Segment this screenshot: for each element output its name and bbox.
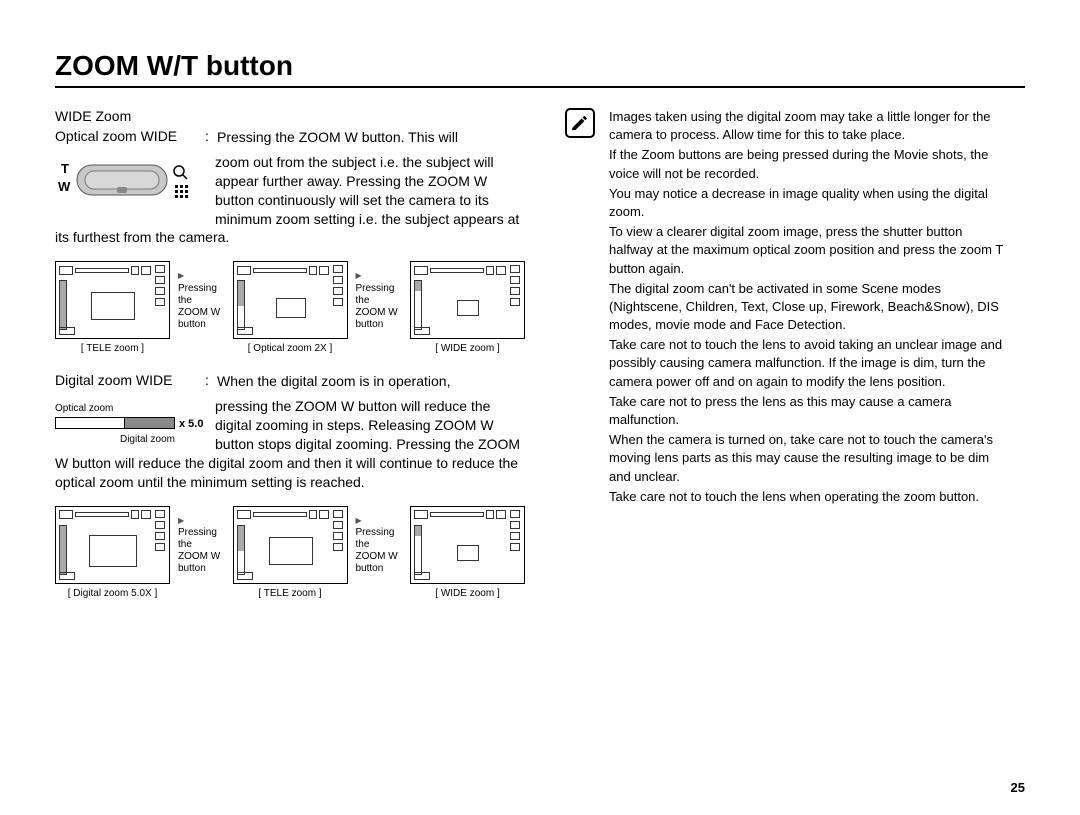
page-number: 25 (1011, 780, 1025, 795)
colon: : (205, 128, 217, 144)
caption-digital-5x: [ Digital zoom 5.0X ] (55, 588, 170, 599)
note-p6: Take care not to press the lens as this … (609, 393, 1005, 429)
note-p3: To view a clearer digital zoom image, pr… (609, 223, 1005, 278)
colon: : (205, 372, 217, 388)
screen-digital-5x: [ Digital zoom 5.0X ] (55, 506, 170, 599)
right-column: Images taken using the digital zoom may … (565, 108, 1005, 617)
caption-wide-2: [ WIDE zoom ] (410, 588, 525, 599)
caption-2x: [ Optical zoom 2X ] (233, 343, 348, 354)
zoom-wt-button-graphic: T W (55, 157, 195, 208)
wide-zoom-heading: WIDE Zoom (55, 108, 525, 124)
content-columns: WIDE Zoom Optical zoom WIDE : Pressing t… (55, 108, 1025, 617)
arrow-label-2: Pressing the ZOOM W button (356, 261, 403, 354)
note-block: Images taken using the digital zoom may … (565, 108, 1005, 508)
left-column: WIDE Zoom Optical zoom WIDE : Pressing t… (55, 108, 525, 617)
note-icon (565, 108, 595, 138)
optical-zoom-definition: Optical zoom WIDE : Pressing the ZOOM W … (55, 128, 525, 147)
digital-desc-first: When the digital zoom is in operation, (217, 372, 450, 391)
caption-tele: [ TELE zoom ] (55, 343, 170, 354)
screen-tele-2: [ TELE zoom ] (233, 506, 348, 599)
note-p0: Images taken using the digital zoom may … (609, 108, 1005, 144)
note-text: Images taken using the digital zoom may … (609, 108, 1005, 508)
note-p7: When the camera is turned on, take care … (609, 431, 1005, 486)
optical-screens-row: [ TELE zoom ] Pressing the ZOOM W button… (55, 261, 525, 354)
screen-wide: [ WIDE zoom ] (410, 261, 525, 354)
arrow-label-3: Pressing the ZOOM W button (178, 506, 225, 599)
zoom-bar-multiplier: x 5.0 (179, 418, 329, 430)
arrow-label-4: Pressing the ZOOM W button (356, 506, 403, 599)
digital-screens-row: [ Digital zoom 5.0X ] Pressing the ZOOM … (55, 506, 525, 599)
note-p4: The digital zoom can't be activated in s… (609, 280, 1005, 335)
screen-wide-2: [ WIDE zoom ] (410, 506, 525, 599)
screen-2x: [ Optical zoom 2X ] (233, 261, 348, 354)
zoom-bar-label-top: Optical zoom (55, 403, 205, 414)
zoom-bar-diagram: Optical zoom x 5.0 Digital zoom (55, 403, 205, 445)
t-label: T (61, 161, 69, 176)
optical-term: Optical zoom WIDE (55, 128, 205, 144)
digital-term: Digital zoom WIDE (55, 372, 205, 388)
zoom-bar-label-bottom: Digital zoom (55, 434, 175, 445)
w-label: W (58, 179, 71, 194)
caption-wide: [ WIDE zoom ] (410, 343, 525, 354)
note-p8: Take care not to touch the lens when ope… (609, 488, 1005, 506)
screen-tele: [ TELE zoom ] (55, 261, 170, 354)
optical-desc-first: Pressing the ZOOM W button. This will (217, 128, 458, 147)
arrow-label-1: Pressing the ZOOM W button (178, 261, 225, 354)
note-p5: Take care not to touch the lens to avoid… (609, 336, 1005, 391)
note-p1: If the Zoom buttons are being pressed du… (609, 146, 1005, 182)
page-title: ZOOM W/T button (55, 50, 1025, 88)
digital-zoom-definition: Digital zoom WIDE : When the digital zoo… (55, 372, 525, 391)
note-p2: You may notice a decrease in image quali… (609, 185, 1005, 221)
caption-tele-2: [ TELE zoom ] (233, 588, 348, 599)
